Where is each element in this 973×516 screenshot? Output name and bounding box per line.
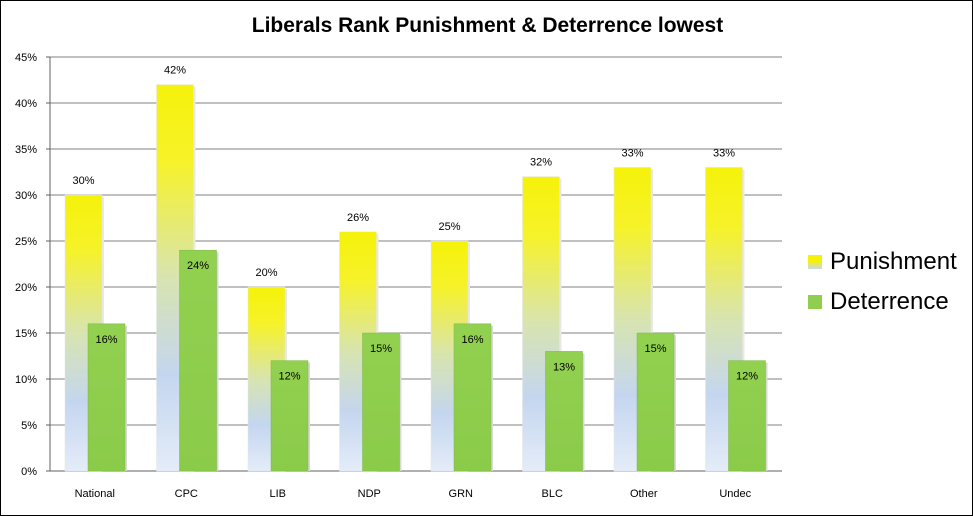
data-label-deterrence: 12% [278,371,300,383]
legend-label-deterrence: Deterrence [830,288,949,315]
y-tick-label: 40% [15,98,37,110]
data-label-deterrence: 15% [370,343,392,355]
x-tick-label: Undec [719,488,751,500]
x-tick-label: National [75,488,115,500]
data-label-punishment: 32% [530,157,552,169]
y-tick-label: 35% [15,144,37,156]
y-tick-label: 20% [15,282,37,294]
bar-deterrence [728,360,766,472]
legend-item-deterrence: Deterrence [808,282,957,322]
legend-item-punishment: Punishment [808,242,957,282]
x-tick-label: BLC [542,488,563,500]
bar-deterrence [362,332,400,472]
data-label-punishment: 33% [621,147,643,159]
bar-deterrence [87,323,126,472]
y-tick-label: 10% [15,374,37,386]
x-tick-label: Other [630,488,658,500]
chart-title: Liberals Rank Punishment & Deterrence lo… [251,14,724,37]
x-tick-label: NDP [358,488,381,500]
x-tick-label: GRN [449,488,474,500]
y-tick-label: 25% [15,236,37,248]
data-label-punishment: 26% [347,212,369,224]
legend: Punishment Deterrence [808,242,957,322]
data-label-deterrence: 12% [736,371,758,383]
bar-deterrence [636,332,675,472]
data-label-punishment: 30% [72,175,94,187]
data-label-deterrence: 13% [553,361,575,373]
data-label-deterrence: 15% [644,343,666,355]
bar-deterrence [453,323,492,472]
y-tick-label: 0% [21,466,37,478]
x-tick-label: LIB [269,488,286,500]
data-label-deterrence: 16% [461,334,483,346]
data-label-punishment: 25% [438,221,460,233]
data-label-punishment: 20% [255,267,277,279]
legend-swatch-punishment [808,255,822,269]
x-tick-label: CPC [175,488,198,500]
bar-deterrence [179,249,217,472]
legend-swatch-deterrence [808,295,822,309]
bar-deterrence [545,351,583,472]
y-tick-label: 5% [21,420,37,432]
data-label-deterrence: 24% [187,260,209,272]
legend-label-punishment: Punishment [830,248,957,275]
bar-deterrence [270,360,309,472]
data-label-punishment: 33% [713,147,735,159]
y-tick-label: 45% [15,52,37,64]
y-tick-label: 30% [15,190,37,202]
y-tick-label: 15% [15,328,37,340]
data-label-deterrence: 16% [95,334,117,346]
data-label-punishment: 42% [164,65,186,77]
